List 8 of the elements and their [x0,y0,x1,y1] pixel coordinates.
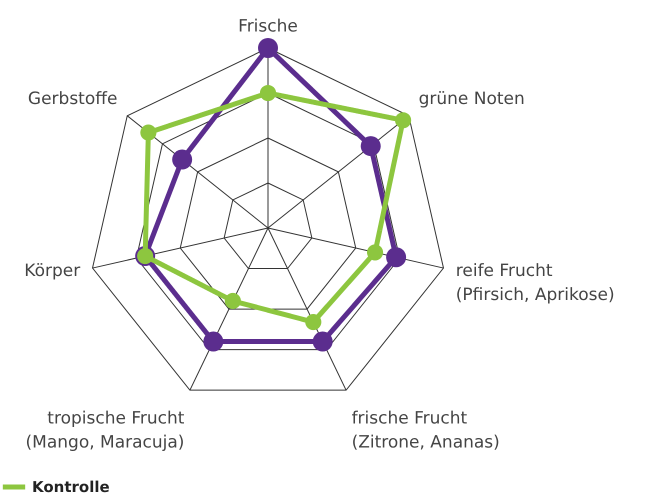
spoke-label: grüne Noten [418,88,525,109]
spoke-label: frische Frucht (Zitrone, Ananas) [352,408,500,453]
spoke-label: tropische Frucht (Mango, Maracuja) [26,408,185,453]
spoke-label: Gerbstoffe [28,88,118,109]
spoke-label: Frische [238,16,298,36]
legend-label: Kontrolle [32,478,110,496]
spoke-label: reife Frucht (Pfirsich, Aprikose) [456,260,615,305]
spoke-label: Körper [24,260,80,281]
